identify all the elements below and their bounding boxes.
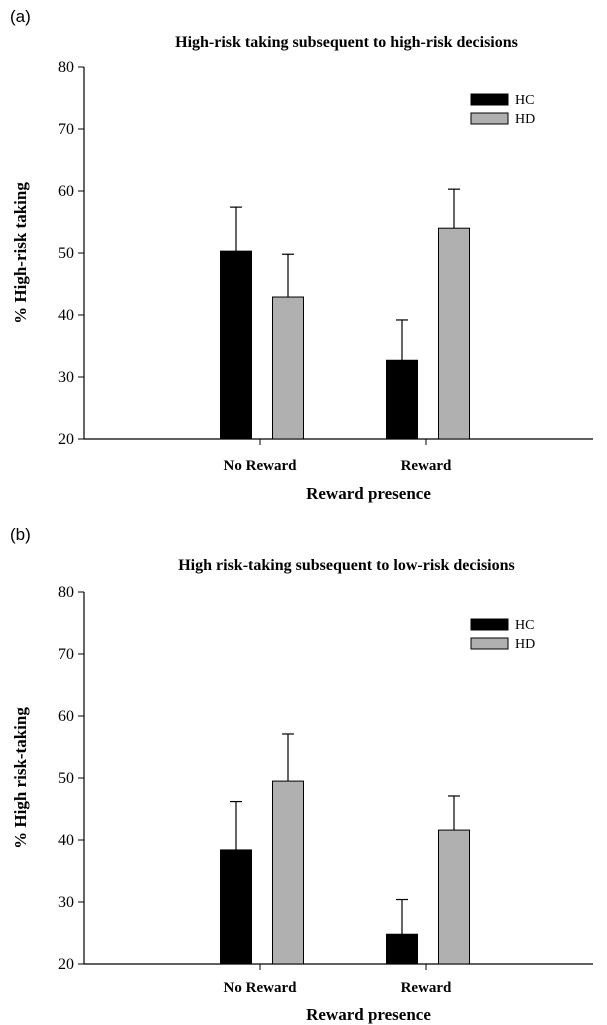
y-tick-label: 60 (58, 708, 74, 725)
x-axis-title: Reward presence (306, 1005, 431, 1024)
y-tick-label: 30 (58, 369, 74, 386)
y-tick-label: 40 (58, 307, 74, 324)
x-tick-label: No Reward (224, 980, 298, 996)
y-tick-label: 80 (58, 584, 74, 601)
y-axis-title: % High-risk taking (11, 182, 30, 324)
y-tick-label: 20 (58, 956, 74, 973)
chart-title: High risk-taking subsequent to low-risk … (178, 557, 515, 574)
x-tick-label: Reward (401, 458, 452, 474)
y-tick-label: 30 (58, 894, 74, 911)
x-tick-label: Reward (401, 980, 452, 996)
legend-label: HD (515, 637, 535, 652)
legend-swatch-hd (470, 637, 509, 650)
y-tick-label: 60 (58, 183, 74, 200)
legend-label: HC (515, 618, 534, 633)
y-tick-label: 70 (58, 646, 74, 663)
x-axis-title: Reward presence (306, 484, 431, 503)
legend-swatch-hc (470, 618, 509, 631)
y-tick-label: 70 (58, 121, 74, 138)
bar-hd (438, 227, 470, 440)
y-tick-label: 50 (58, 245, 74, 262)
x-tick-label: No Reward (224, 458, 298, 474)
bar-hc (220, 849, 252, 965)
panel-label: (b) (10, 525, 31, 544)
legend-swatch-hd (470, 112, 509, 125)
legend-swatch-hc (470, 93, 509, 106)
bar-hc (386, 359, 418, 440)
bar-hd (272, 296, 304, 440)
chart-title: High-risk taking subsequent to high-risk… (175, 34, 518, 51)
legend-label: HD (515, 112, 535, 127)
bar-hd (272, 780, 304, 965)
y-tick-label: 80 (58, 59, 74, 76)
y-tick-label: 20 (58, 431, 74, 448)
panel-label: (a) (10, 7, 31, 26)
y-axis-title: % High risk-taking (11, 707, 30, 849)
y-tick-label: 50 (58, 770, 74, 787)
bar-hc (220, 250, 252, 440)
legend-label: HC (515, 93, 534, 108)
y-tick-label: 40 (58, 832, 74, 849)
bar-hc (386, 933, 418, 965)
bar-hd (438, 829, 470, 965)
